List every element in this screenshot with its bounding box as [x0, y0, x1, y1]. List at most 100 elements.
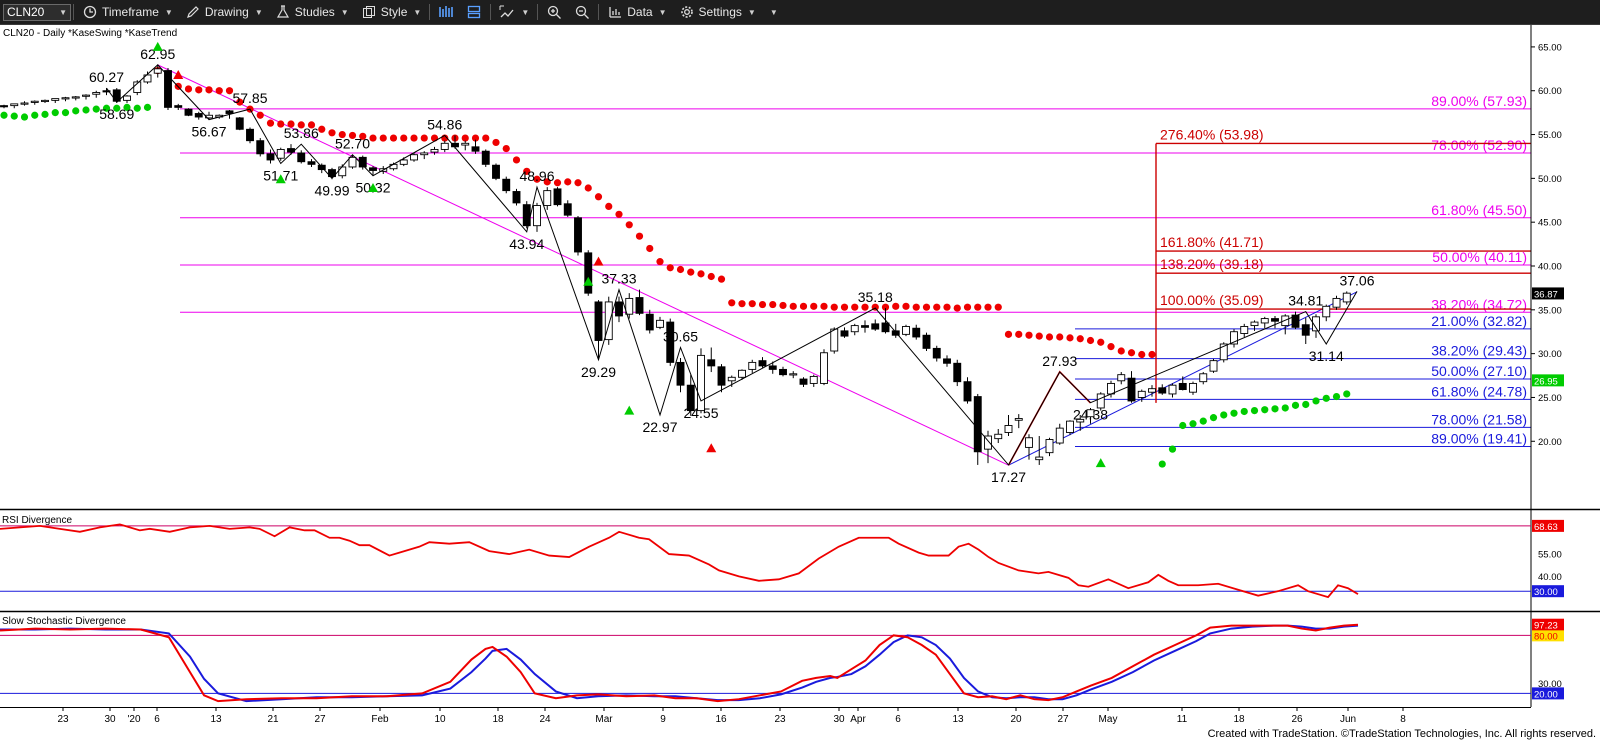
candle-up [123, 95, 131, 101]
zoom-in-button[interactable] [540, 0, 568, 24]
candle-up [656, 319, 664, 328]
candle-up [410, 154, 418, 161]
candle-up [10, 103, 19, 107]
trend-dot-down [1107, 343, 1115, 351]
time-tick-label: 16 [715, 714, 727, 725]
candle-down [1178, 382, 1187, 391]
swing-label: 30.65 [663, 329, 698, 345]
candle-down [502, 178, 511, 192]
candle-up [1076, 418, 1085, 423]
time-axis[interactable]: 23 30 '20 6 13 21 27 Feb 10 18 24 Mar 9 16 23 30 Apr 6 13 2… [0, 707, 1531, 725]
price-tick-label: 35.00 [1538, 305, 1562, 316]
swing-label: 48.96 [519, 168, 554, 184]
swing-label: 54.86 [427, 116, 462, 132]
overflow-menu[interactable]: ▼ [762, 0, 784, 24]
trend-dot-up [143, 103, 152, 111]
trend-dot-up [123, 103, 131, 111]
candle-up [809, 375, 818, 384]
chart-analysis-button[interactable] [460, 0, 488, 24]
zoom-in-icon [546, 4, 562, 20]
price-tick-label: 25.00 [1538, 393, 1562, 404]
trend-markers [152, 41, 1106, 468]
settings-menu[interactable]: Settings ▼ [673, 0, 762, 24]
kase-swing-layer: 60.2758.6962.9556.6757.8553.8651.7149.99… [89, 46, 1375, 485]
time-tick-label: 10 [434, 714, 446, 725]
candle-down [615, 301, 623, 317]
swing-label: 53.86 [284, 125, 319, 141]
candle-down [861, 325, 869, 328]
candle-down [512, 191, 521, 204]
trend-dot-up [1302, 400, 1310, 409]
candle-up [1148, 388, 1156, 393]
zoom-out-button[interactable] [568, 0, 596, 24]
candle-up [276, 148, 285, 159]
data-menu[interactable]: Data ▼ [601, 0, 672, 24]
candle-down [953, 362, 962, 383]
stoch-upper-label: 80.00 [1534, 631, 1558, 642]
trend-dot-down [984, 303, 992, 311]
time-tick-label: 18 [492, 714, 504, 725]
projection-label: 161.80% (41.71) [1160, 234, 1264, 250]
blue-retracement-label: 50.00% (27.10) [1431, 363, 1527, 379]
swing-label: 35.18 [858, 289, 893, 305]
trend-dot-down [297, 121, 305, 129]
stochastic-pane: Slow Stochastic Divergence 30.00 97.2380.… [0, 610, 1600, 703]
trend-dot-down [574, 179, 582, 187]
data-label: Data [627, 5, 653, 19]
trend-dot-down [605, 202, 613, 211]
trend-dot-down [1117, 347, 1125, 355]
trend-dot-down [369, 134, 377, 142]
candle-down [635, 297, 644, 314]
trend-dot-down [287, 120, 295, 128]
price-tick-label: 65.00 [1538, 42, 1562, 53]
cursor-mode-button[interactable]: ▼ [493, 0, 535, 24]
caret-down-icon: ▼ [164, 7, 173, 17]
bar-chart-icon [607, 4, 623, 20]
drawing-menu[interactable]: Drawing ▼ [179, 0, 269, 24]
candle-up [697, 354, 705, 412]
trend-dot-down [266, 119, 275, 127]
candle-up [1260, 318, 1269, 324]
candle-up [338, 166, 347, 177]
time-tick-label: 21 [267, 714, 279, 725]
candle-up [1014, 418, 1023, 421]
trend-dot-down [379, 134, 387, 142]
candle-up [1117, 374, 1126, 382]
price-tick-label: 30.00 [1538, 349, 1562, 360]
style-menu[interactable]: Style ▼ [355, 0, 428, 24]
candle-down [369, 167, 377, 171]
candle-down [932, 347, 941, 359]
trend-dot-up [1332, 392, 1341, 401]
candle-down [492, 164, 500, 179]
time-tick-label: 24 [539, 714, 551, 725]
trend-dot-up [31, 111, 39, 119]
trend-level-label: 26.95 [1534, 376, 1558, 387]
price-axis[interactable]: 65.00 60.00 55.00 50.00 45.00 40.00 35.00 30.00… [1530, 25, 1564, 707]
bar-spacing-button[interactable] [432, 0, 460, 24]
trend-dot-up [10, 112, 18, 120]
candle-down [963, 381, 972, 402]
trend-marker-up [275, 174, 286, 184]
rsi-tick-label: 55.00 [1538, 550, 1562, 561]
chart-canvas[interactable]: CLN20 - Daily *KaseSwing *KaseTrend 89.0… [0, 25, 1600, 741]
trend-dot-down [1045, 333, 1054, 341]
chart-title: CLN20 - Daily *KaseSwing *KaseTrend [3, 28, 177, 39]
trend-dot-down [851, 303, 859, 311]
trend-dot-up [20, 113, 29, 121]
studies-menu[interactable]: Studies ▼ [269, 0, 355, 24]
candle-up [1168, 384, 1177, 395]
candle-down [297, 152, 306, 163]
price-tick-label: 20.00 [1538, 437, 1562, 448]
candle-down [686, 384, 695, 412]
trend-dot-up [1220, 411, 1228, 419]
trend-dot-down [471, 134, 480, 142]
symbol-input[interactable]: CLN20 ▼ [3, 3, 71, 21]
timeframe-menu[interactable]: Timeframe ▼ [76, 0, 179, 24]
trend-dot-down [953, 304, 961, 312]
trend-dot-up [113, 104, 121, 112]
trend-dot-down [348, 131, 357, 140]
trend-dot-up [1179, 421, 1187, 430]
trend-dot-down [594, 193, 603, 201]
candle-down [471, 146, 480, 152]
swing-label: 17.27 [991, 469, 1026, 485]
